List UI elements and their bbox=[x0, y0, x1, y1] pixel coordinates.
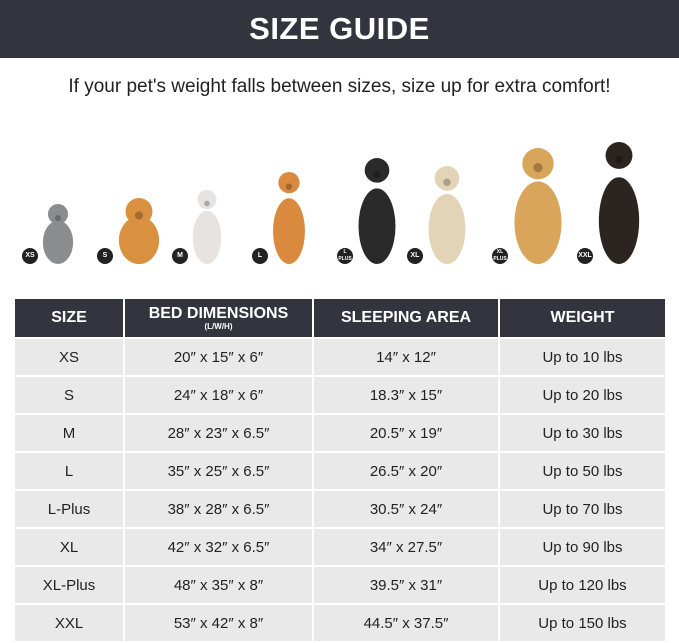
cell-size: L bbox=[15, 453, 123, 489]
cell-bed-dimensions: 35″ x 25″ x 6.5″ bbox=[125, 453, 312, 489]
table-row: L-Plus 38″ x 28″ x 6.5″ 30.5″ x 24″ Up to 7… bbox=[15, 491, 665, 527]
cell-weight: Up to 30 lbs bbox=[500, 415, 665, 451]
size-badge: XXL bbox=[577, 248, 593, 264]
header-note: (L/W/H) bbox=[204, 321, 233, 331]
pet-image-l bbox=[273, 172, 305, 264]
table-row: XXL 53″ x 42″ x 8″ 44.5″ x 37.5″ Up to 150 … bbox=[15, 605, 665, 641]
pet-image-xxl bbox=[598, 142, 640, 264]
size-badge: XS bbox=[22, 248, 38, 264]
cell-size: XL bbox=[15, 529, 123, 565]
cell-weight: Up to 10 lbs bbox=[500, 339, 665, 375]
cell-sleeping-area: 44.5″ x 37.5″ bbox=[314, 605, 498, 641]
pet-image-xl-plus bbox=[514, 148, 562, 264]
cell-bed-dimensions: 38″ x 28″ x 6.5″ bbox=[125, 491, 312, 527]
size-badge: M bbox=[172, 248, 188, 264]
cell-weight: Up to 50 lbs bbox=[500, 453, 665, 489]
table-header-row: SIZE BED DIMENSIONS (L/W/H) SLEEPING AREA… bbox=[15, 299, 665, 337]
cell-sleeping-area: 26.5″ x 20″ bbox=[314, 453, 498, 489]
header-bed-dimensions: BED DIMENSIONS (L/W/H) bbox=[125, 299, 312, 337]
pet-image-s bbox=[118, 198, 160, 264]
pet-image-l-plus bbox=[358, 158, 396, 264]
cell-sleeping-area: 34″ x 27.5″ bbox=[314, 529, 498, 565]
cell-size: M bbox=[15, 415, 123, 451]
size-badge: XL bbox=[407, 248, 423, 264]
size-badge: S bbox=[97, 248, 113, 264]
pet-image-m bbox=[192, 190, 222, 264]
pet-image-xl bbox=[428, 166, 466, 264]
header-sleeping-area: SLEEPING AREA bbox=[314, 299, 498, 337]
cell-sleeping-area: 39.5″ x 31″ bbox=[314, 567, 498, 603]
page-title: SIZE GUIDE bbox=[0, 0, 679, 58]
header-weight: WEIGHT bbox=[500, 299, 665, 337]
table-row: XL-Plus 48″ x 35″ x 8″ 39.5″ x 31″ Up to 12… bbox=[15, 567, 665, 603]
cell-bed-dimensions: 42″ x 32″ x 6.5″ bbox=[125, 529, 312, 565]
size-badge: XL PLUS bbox=[492, 248, 508, 264]
cell-size: S bbox=[15, 377, 123, 413]
cell-weight: Up to 20 lbs bbox=[500, 377, 665, 413]
table-row: M 28″ x 23″ x 6.5″ 20.5″ x 19″ Up to 30 lbs bbox=[15, 415, 665, 451]
table-row: S 24″ x 18″ x 6″ 18.3″ x 15″ Up to 20 lbs bbox=[15, 377, 665, 413]
cell-bed-dimensions: 24″ x 18″ x 6″ bbox=[125, 377, 312, 413]
table-row: L 35″ x 25″ x 6.5″ 26.5″ x 20″ Up to 50 lbs bbox=[15, 453, 665, 489]
pet-image-xs bbox=[42, 204, 74, 264]
header-size: SIZE bbox=[15, 299, 123, 337]
cell-sleeping-area: 20.5″ x 19″ bbox=[314, 415, 498, 451]
table-row: XL 42″ x 32″ x 6.5″ 34″ x 27.5″ Up to 90 lb… bbox=[15, 529, 665, 565]
cell-weight: Up to 70 lbs bbox=[500, 491, 665, 527]
cell-size: XS bbox=[15, 339, 123, 375]
cell-sleeping-area: 18.3″ x 15″ bbox=[314, 377, 498, 413]
size-table: SIZE BED DIMENSIONS (L/W/H) SLEEPING AREA… bbox=[13, 297, 667, 643]
cell-size: XL-Plus bbox=[15, 567, 123, 603]
cell-bed-dimensions: 28″ x 23″ x 6.5″ bbox=[125, 415, 312, 451]
table-row: XS 20″ x 15″ x 6″ 14″ x 12″ Up to 10 lbs bbox=[15, 339, 665, 375]
cell-sleeping-area: 30.5″ x 24″ bbox=[314, 491, 498, 527]
header-bed-dimensions-label: BED DIMENSIONS bbox=[148, 304, 289, 322]
cell-bed-dimensions: 48″ x 35″ x 8″ bbox=[125, 567, 312, 603]
cell-bed-dimensions: 53″ x 42″ x 8″ bbox=[125, 605, 312, 641]
cell-weight: Up to 90 lbs bbox=[500, 529, 665, 565]
size-badge: L PLUS bbox=[337, 248, 353, 264]
cell-weight: Up to 120 lbs bbox=[500, 567, 665, 603]
size-up-tip: If your pet's weight falls between sizes… bbox=[68, 76, 611, 97]
size-badge: L bbox=[252, 248, 268, 264]
cell-size: L-Plus bbox=[15, 491, 123, 527]
cell-weight: Up to 150 lbs bbox=[500, 605, 665, 641]
cell-sleeping-area: 14″ x 12″ bbox=[314, 339, 498, 375]
cell-size: XXL bbox=[15, 605, 123, 641]
cell-bed-dimensions: 20″ x 15″ x 6″ bbox=[125, 339, 312, 375]
pet-size-illustrations: XS S M L L PLUS XL XL PLUS XXL bbox=[0, 140, 679, 270]
